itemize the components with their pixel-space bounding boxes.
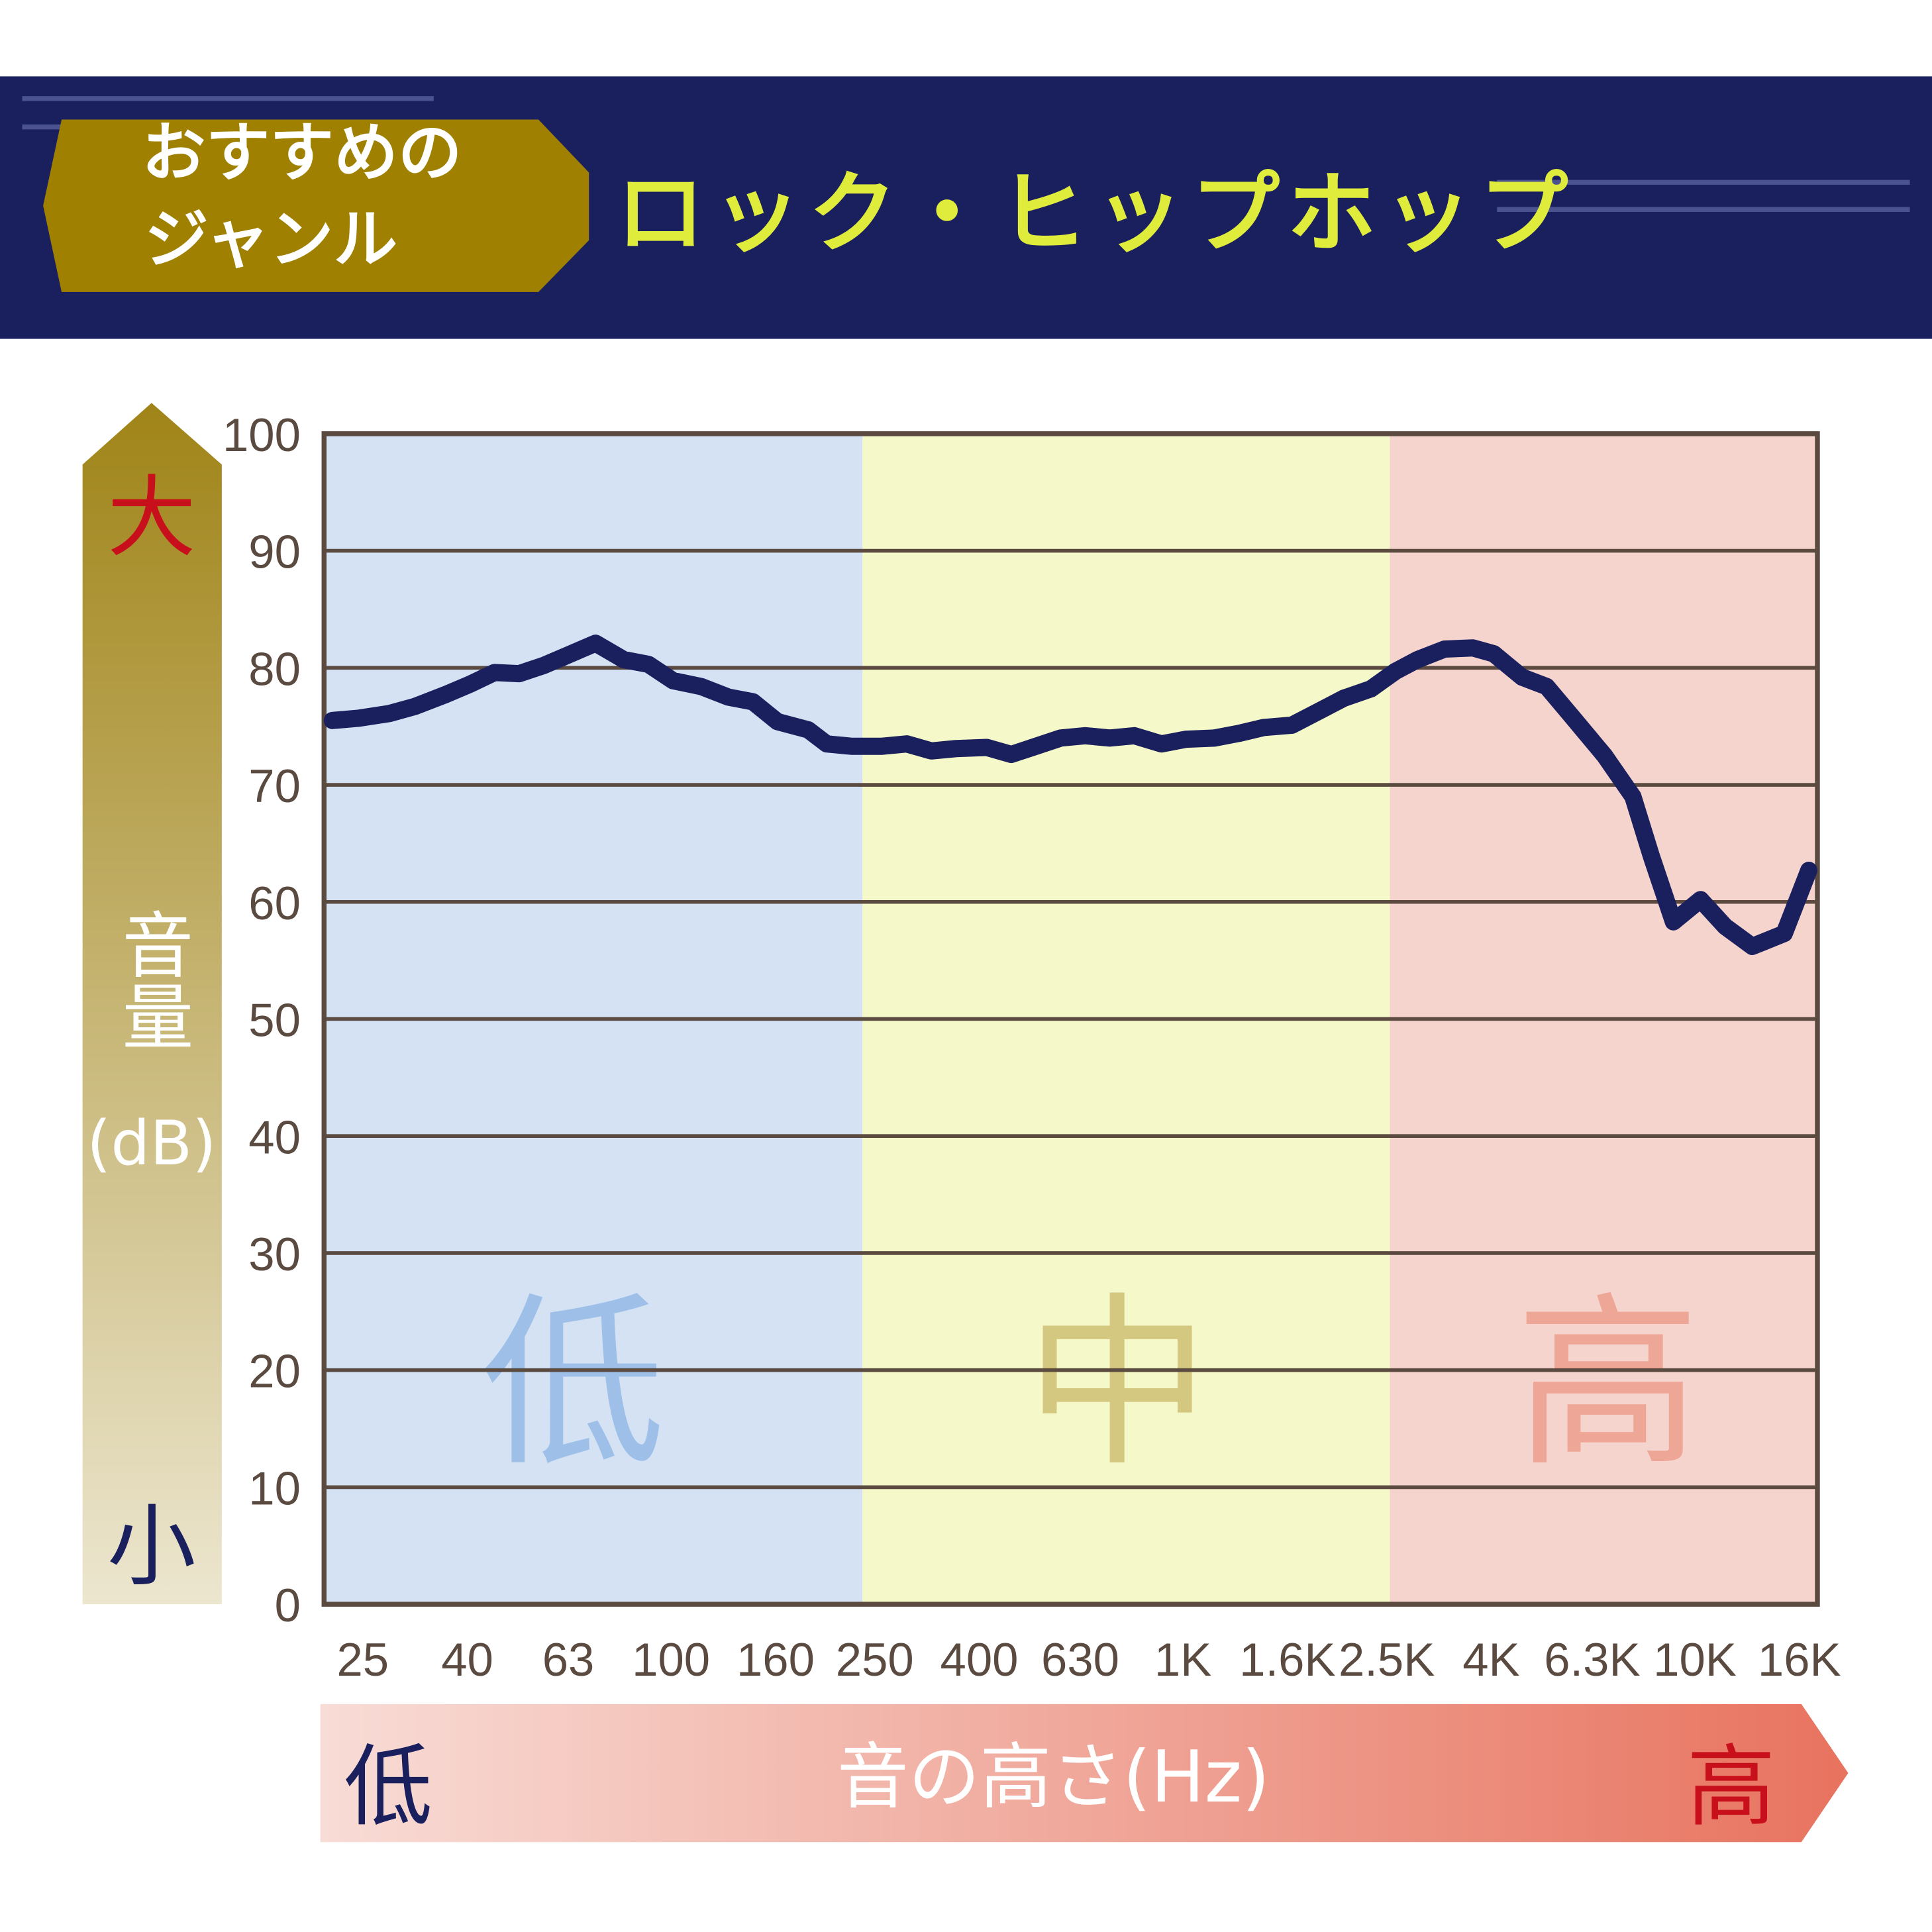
tag-text: おすすめの: [142, 115, 462, 190]
y-tick-label: 20: [248, 1345, 301, 1398]
x-label: 音の高さ(Hz): [837, 1736, 1270, 1819]
title: ロック・ヒップホップ: [616, 162, 1575, 265]
x-tick-label: 4K: [1462, 1633, 1519, 1686]
y-tick-label: 70: [248, 760, 301, 812]
band-label: 低: [481, 1276, 666, 1492]
x-tick-label: 10K: [1653, 1633, 1737, 1686]
x-tick-label: 40: [441, 1633, 493, 1686]
y-tick-label: 60: [248, 877, 301, 929]
y-high: 大: [107, 466, 196, 570]
y-tick-label: 10: [248, 1462, 301, 1514]
x-tick-label: 25: [336, 1633, 389, 1686]
x-tick-label: 400: [941, 1633, 1019, 1686]
y-arrow: [82, 403, 222, 1605]
y-tick-label: 80: [248, 642, 301, 695]
x-tick-label: 2.5K: [1339, 1633, 1435, 1686]
y-label: (dB): [87, 1107, 216, 1179]
x-tick-label: 160: [737, 1633, 815, 1686]
band-label: 高: [1515, 1276, 1700, 1492]
x-tick-label: 100: [632, 1633, 710, 1686]
y-tick-label: 50: [248, 994, 301, 1046]
x-arrow: [320, 1703, 1849, 1843]
x-tick-label: 250: [836, 1633, 914, 1686]
y-tick-label: 0: [275, 1579, 301, 1631]
x-tick-label: 1K: [1154, 1633, 1211, 1686]
x-high: 高: [1687, 1735, 1776, 1839]
y-low: 小: [107, 1495, 196, 1598]
y-label: 音量: [110, 908, 193, 1051]
x-low: 低: [344, 1735, 432, 1839]
x-tick-label: 63: [542, 1633, 595, 1686]
x-tick-label: 6.3K: [1544, 1633, 1640, 1686]
y-tick-label: 90: [248, 526, 301, 578]
x-tick-label: 630: [1041, 1633, 1119, 1686]
band-label: 中: [1025, 1276, 1210, 1492]
tag-text: ジャンル: [144, 201, 397, 276]
plot-frame: [321, 431, 1820, 1607]
tag-shape: [43, 119, 589, 292]
y-tick-label: 40: [248, 1111, 301, 1163]
y-tick-label: 100: [223, 409, 301, 461]
x-tick-label: 1.6K: [1239, 1633, 1335, 1686]
y-tick-label: 30: [248, 1228, 301, 1280]
x-tick-label: 16K: [1758, 1633, 1841, 1686]
line: [323, 635, 1818, 955]
